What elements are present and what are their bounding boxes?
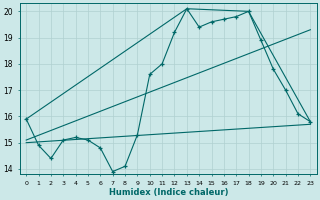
X-axis label: Humidex (Indice chaleur): Humidex (Indice chaleur) bbox=[108, 188, 228, 197]
